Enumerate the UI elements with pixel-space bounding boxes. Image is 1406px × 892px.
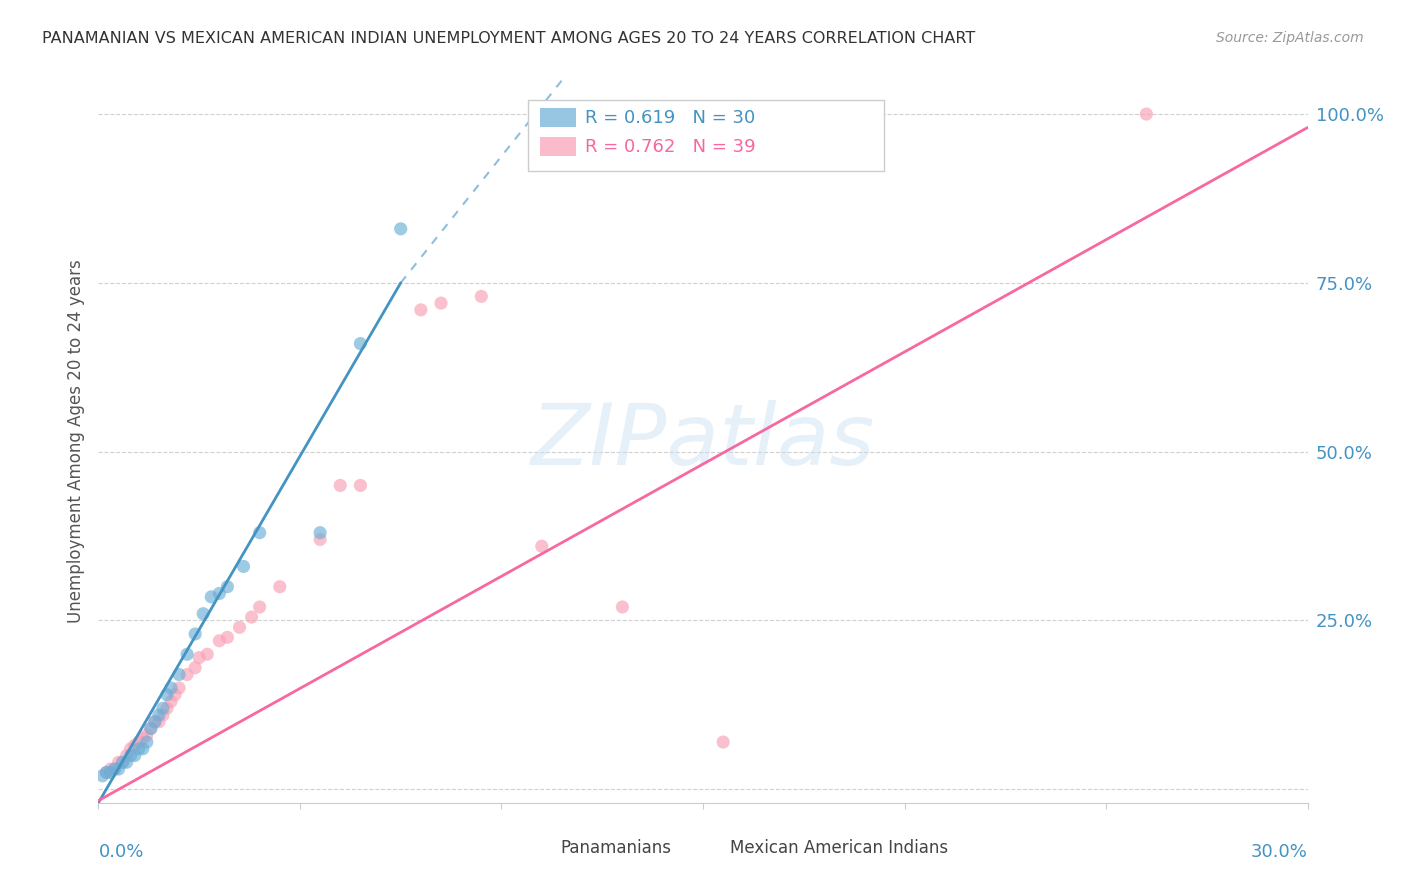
Point (329, 478, 352, 492)
Point (96, 765, 118, 780)
FancyBboxPatch shape (697, 838, 724, 857)
Point (96, 765, 118, 780)
Point (217, 580, 239, 594)
Point (409, 302, 432, 317)
Point (530, 539, 553, 553)
Point (176, 667, 198, 681)
Point (100, 765, 122, 780)
Point (115, 748, 138, 763)
Point (148, 708, 170, 723)
Point (176, 647, 198, 661)
Text: R = 0.762   N = 39: R = 0.762 N = 39 (585, 137, 755, 156)
Point (160, 681, 183, 695)
Point (128, 735, 150, 749)
Text: Panamanians: Panamanians (561, 839, 671, 857)
Point (309, 525, 332, 540)
Text: Mexican American Indians: Mexican American Indians (730, 839, 948, 857)
Point (389, 222, 412, 236)
FancyBboxPatch shape (540, 109, 576, 128)
Point (103, 762, 125, 776)
Point (184, 627, 207, 641)
Point (107, 756, 129, 770)
Point (139, 722, 162, 736)
Point (200, 590, 222, 604)
Point (249, 525, 271, 540)
FancyBboxPatch shape (540, 137, 576, 156)
Point (100, 762, 122, 776)
Point (711, 735, 734, 749)
Point (120, 741, 142, 756)
Point (143, 714, 166, 729)
Point (188, 650, 211, 665)
Point (128, 741, 150, 756)
Point (349, 336, 371, 351)
Text: ZIPatlas: ZIPatlas (531, 400, 875, 483)
Y-axis label: Unemployment Among Ages 20 to 24 years: Unemployment Among Ages 20 to 24 years (66, 260, 84, 624)
Point (208, 633, 231, 648)
Point (184, 661, 207, 675)
Point (135, 735, 157, 749)
Point (349, 478, 371, 492)
Point (120, 748, 142, 763)
Point (249, 599, 271, 614)
Point (111, 756, 134, 770)
Point (430, 296, 453, 310)
Point (143, 714, 166, 729)
Point (167, 681, 190, 695)
Point (240, 610, 263, 624)
Point (195, 647, 218, 661)
Point (115, 756, 138, 770)
Text: 0.0%: 0.0% (98, 843, 143, 861)
Point (163, 688, 186, 702)
Point (91, 769, 114, 783)
Point (124, 739, 146, 753)
Point (228, 620, 250, 634)
Point (269, 580, 291, 594)
Point (107, 762, 129, 776)
Point (1135, 107, 1157, 121)
Point (139, 722, 162, 736)
Point (612, 599, 634, 614)
Point (167, 667, 190, 681)
Point (152, 701, 174, 715)
Point (232, 559, 254, 574)
Point (124, 748, 146, 763)
Text: Source: ZipAtlas.com: Source: ZipAtlas.com (1216, 31, 1364, 45)
Point (152, 708, 174, 723)
Text: 30.0%: 30.0% (1251, 843, 1308, 861)
Point (309, 533, 332, 547)
Text: R = 0.619   N = 30: R = 0.619 N = 30 (585, 109, 755, 127)
FancyBboxPatch shape (527, 100, 884, 170)
Text: PANAMANIAN VS MEXICAN AMERICAN INDIAN UNEMPLOYMENT AMONG AGES 20 TO 24 YEARS COR: PANAMANIAN VS MEXICAN AMERICAN INDIAN UN… (42, 31, 976, 46)
Point (135, 728, 157, 742)
Point (208, 586, 231, 600)
Point (160, 694, 183, 708)
Point (132, 741, 155, 756)
Point (156, 688, 179, 702)
FancyBboxPatch shape (527, 838, 554, 857)
Point (132, 731, 155, 746)
Point (111, 756, 134, 770)
Point (103, 762, 125, 776)
Point (156, 701, 179, 715)
Point (217, 631, 239, 645)
Point (193, 607, 215, 621)
Point (470, 289, 492, 303)
Point (148, 714, 170, 729)
